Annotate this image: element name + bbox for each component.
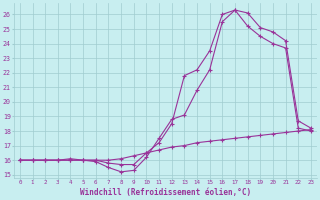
X-axis label: Windchill (Refroidissement éolien,°C): Windchill (Refroidissement éolien,°C)	[80, 188, 251, 197]
